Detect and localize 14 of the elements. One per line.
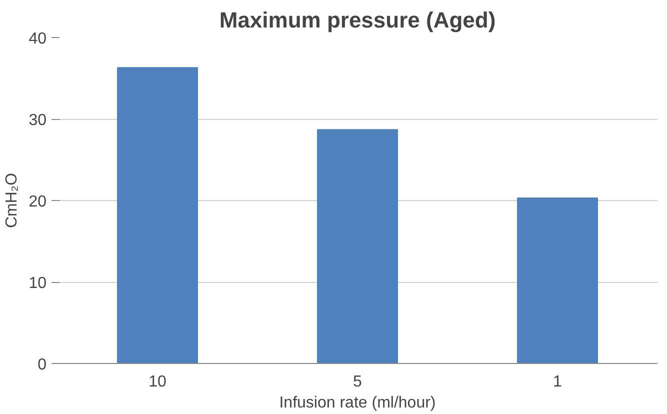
y-tick-label: 30 [28,112,47,129]
x-axis-title: Infusion rate (ml/hour) [279,394,436,412]
y-tick-label: 0 [38,356,47,374]
bar [317,129,398,364]
x-tick-label: 5 [353,374,362,390]
bar [517,198,598,364]
bar [117,67,198,364]
x-tick-label: 10 [148,374,166,390]
y-axis-title: CmH₂O [4,172,21,228]
y-tick-label: 20 [28,194,47,210]
x-tick-label: 1 [553,374,562,390]
y-tick-label: 10 [28,275,47,292]
chart-title: Maximum pressure (Aged) [219,8,496,32]
y-tick-label: 40 [28,30,47,48]
